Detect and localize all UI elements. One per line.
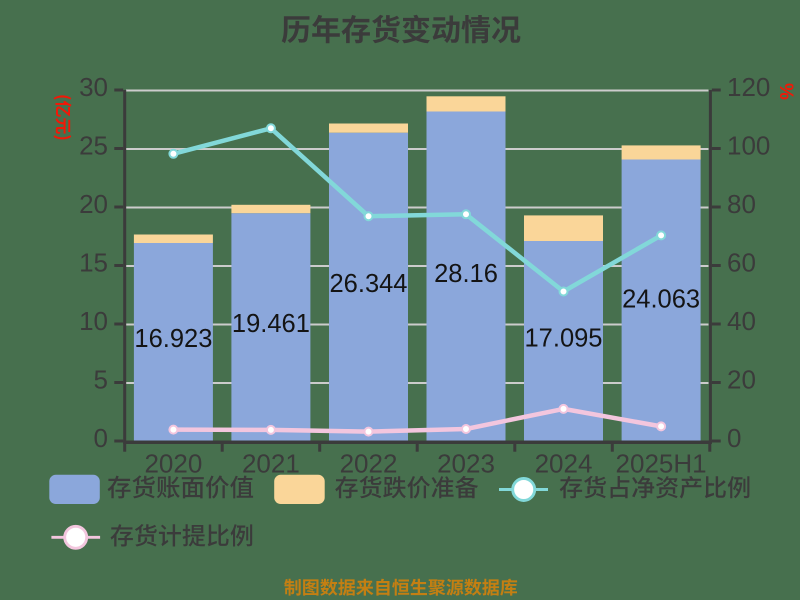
- svg-text:120: 120: [727, 72, 770, 102]
- svg-text:2023: 2023: [437, 449, 495, 479]
- svg-text:25: 25: [79, 131, 108, 161]
- svg-text:20: 20: [79, 189, 108, 219]
- svg-text:28.16: 28.16: [434, 260, 498, 288]
- svg-text:19.461: 19.461: [232, 310, 310, 338]
- svg-text:16.923: 16.923: [134, 325, 212, 353]
- svg-text:80: 80: [727, 189, 756, 219]
- svg-text:10: 10: [79, 306, 108, 336]
- svg-text:2025H1: 2025H1: [616, 449, 707, 479]
- svg-text:2020: 2020: [144, 449, 202, 479]
- svg-text:60: 60: [727, 248, 756, 278]
- svg-text:5: 5: [94, 365, 108, 395]
- svg-text:0: 0: [94, 423, 108, 453]
- svg-text:0: 0: [727, 423, 741, 453]
- svg-text:20: 20: [727, 365, 756, 395]
- svg-text:2022: 2022: [340, 449, 398, 479]
- svg-text:100: 100: [727, 131, 770, 161]
- svg-text:17.095: 17.095: [525, 325, 603, 353]
- svg-text:15: 15: [79, 248, 108, 278]
- svg-text:24.063: 24.063: [622, 285, 700, 313]
- svg-text:30: 30: [79, 72, 108, 102]
- svg-text:26.344: 26.344: [330, 270, 408, 298]
- svg-text:%: %: [775, 83, 796, 100]
- svg-text:2021: 2021: [242, 449, 300, 479]
- svg-text:2024: 2024: [535, 449, 593, 479]
- svg-text:40: 40: [727, 306, 756, 336]
